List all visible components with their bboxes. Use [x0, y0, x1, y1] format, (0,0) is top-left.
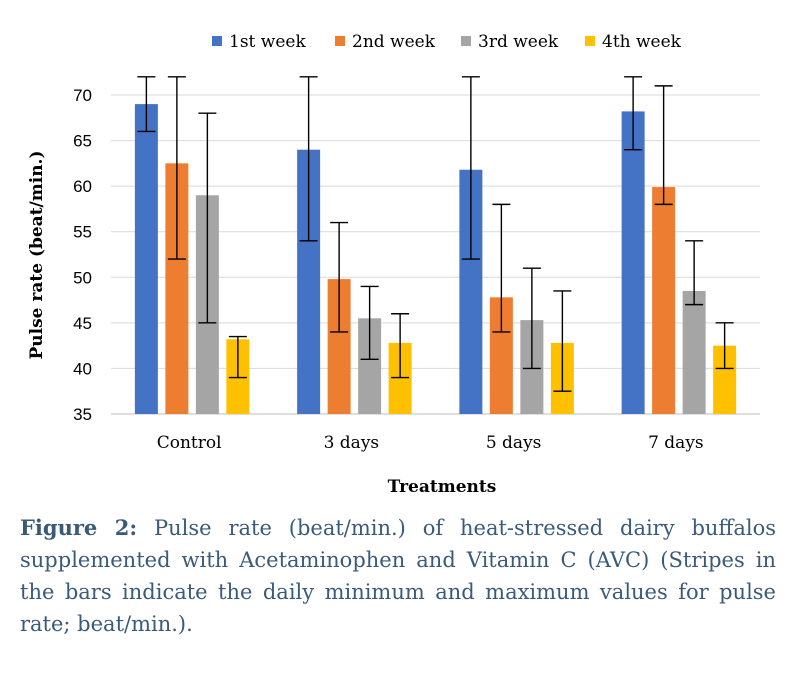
y-tick-label-70: 70 — [73, 86, 92, 105]
y-tick-label-40: 40 — [73, 359, 92, 378]
y-tick-label-55: 55 — [73, 223, 92, 242]
y-tick-label-50: 50 — [73, 268, 92, 287]
legend-swatch-4 — [585, 36, 595, 46]
caption-label: Figure 2: — [20, 515, 138, 540]
bar-2-1 — [297, 149, 321, 414]
legend-swatch-2 — [335, 36, 345, 46]
bar-3-1 — [459, 169, 483, 414]
legend-swatch-1 — [212, 36, 222, 46]
x-tick-label-2: 3 days — [324, 433, 380, 453]
legend-swatch-3 — [461, 36, 471, 46]
x-tick-label-3: 5 days — [486, 433, 542, 453]
x-tick-label-4: 7 days — [648, 433, 704, 453]
y-tick-label-35: 35 — [73, 405, 92, 424]
bar-4-4 — [713, 345, 737, 414]
figure-caption: Figure 2: Pulse rate (beat/min.) of heat… — [20, 512, 776, 640]
bar-3-2 — [489, 297, 513, 414]
x-tick-label-1: Control — [157, 433, 222, 453]
caption-text: Pulse rate (beat/min.) of heat-stressed … — [20, 516, 776, 636]
bar-1-2 — [165, 163, 189, 414]
x-axis-title: Treatments — [388, 477, 497, 497]
bar-4-3 — [682, 290, 706, 414]
legend-label-2: 2nd week — [352, 32, 436, 52]
bar-2-3 — [358, 318, 382, 414]
legend-label-1: 1st week — [229, 32, 306, 52]
y-tick-label-45: 45 — [73, 314, 92, 333]
bar-4-2 — [652, 187, 676, 414]
y-tick-label-60: 60 — [73, 177, 92, 196]
legend-label-4: 4th week — [602, 32, 682, 52]
y-axis-title: Pulse rate (beat/min.) — [27, 150, 47, 359]
bar-2-4 — [388, 342, 412, 414]
bar-chart: 35 40 45 50 55 60 65 70 Control 3 days 5 days 7 day… — [27, 32, 760, 497]
y-tick-label-65: 65 — [73, 132, 92, 151]
bar-1-1 — [134, 104, 158, 414]
bar-4-1 — [621, 111, 645, 415]
bar-2-2 — [327, 279, 351, 414]
legend-label-3: 3rd week — [478, 32, 559, 52]
